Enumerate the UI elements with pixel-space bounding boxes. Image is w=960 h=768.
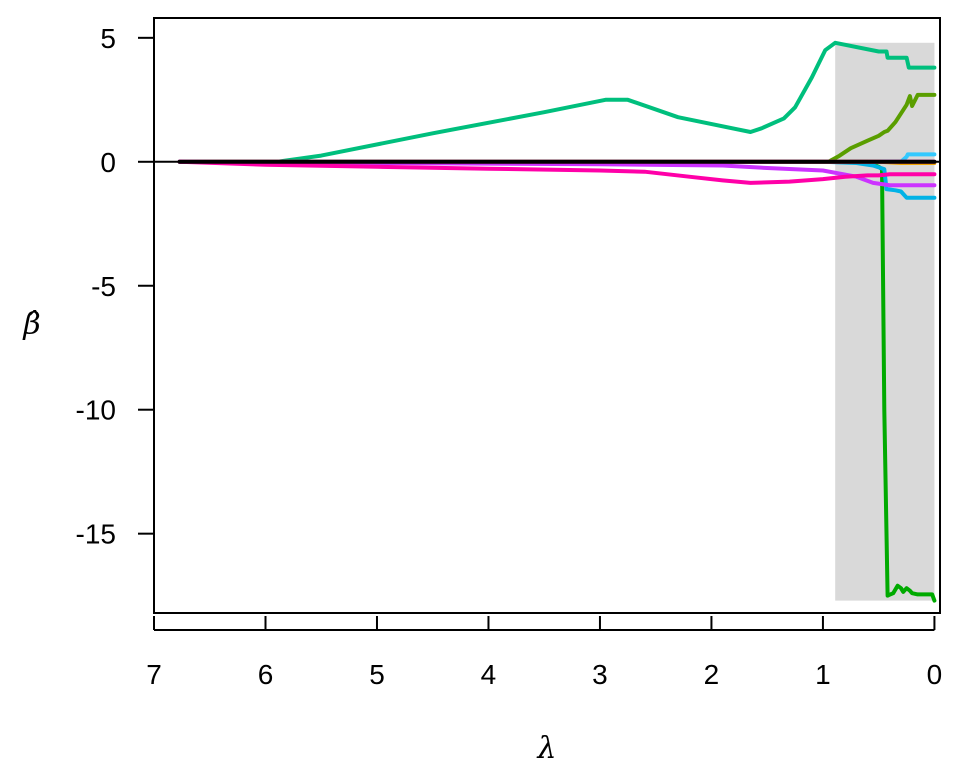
- x-tick-label: 6: [258, 659, 274, 690]
- x-tick-label: 2: [704, 659, 720, 690]
- plot-frame: [153, 17, 941, 614]
- series-line-2: [177, 92, 937, 164]
- x-tick-label: 0: [927, 659, 943, 690]
- y-tick-label: -5: [91, 271, 116, 302]
- x-tick-label: 3: [592, 659, 608, 690]
- series-line-8: [177, 159, 937, 188]
- x-tick-label: 4: [481, 659, 497, 690]
- x-tick-label: 5: [369, 659, 385, 690]
- series-line-1: [177, 40, 937, 164]
- series-line-10: [177, 159, 937, 185]
- series-group: [154, 40, 940, 603]
- y-tick-label: 5: [100, 23, 116, 54]
- y-axis: 5 0 -5 -10 -15: [76, 23, 155, 550]
- x-axis: 7 6 5 4 3 2 1 0: [146, 616, 942, 690]
- y-axis-label: β̂: [22, 307, 40, 342]
- y-tick-label: -15: [76, 519, 116, 550]
- x-tick-label: 7: [146, 659, 162, 690]
- x-axis-label: λ: [536, 731, 556, 766]
- y-tick-label: 0: [100, 147, 116, 178]
- x-tick-label: 1: [815, 659, 831, 690]
- series-line-3: [177, 159, 937, 603]
- y-tick-label: -10: [76, 395, 116, 426]
